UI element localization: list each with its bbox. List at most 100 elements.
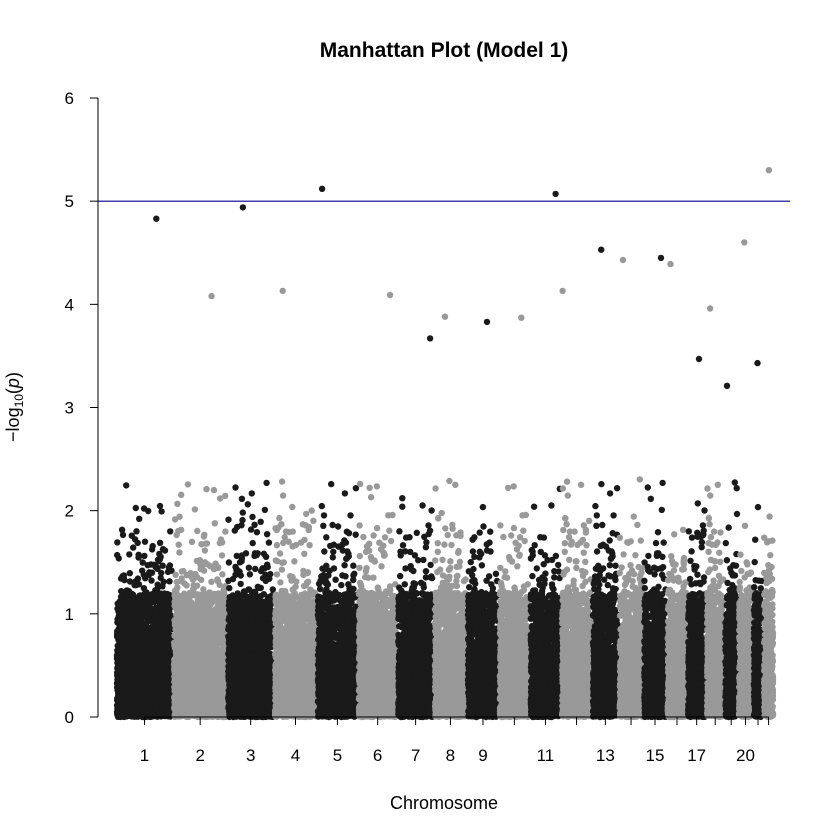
- snp-point: [121, 604, 129, 611]
- snp-point: [123, 685, 131, 692]
- snp-point: [160, 661, 167, 669]
- snp-point: [114, 628, 121, 635]
- snp-point: [152, 653, 159, 661]
- snp-point: [162, 681, 170, 688]
- snp-point: [152, 604, 159, 611]
- snp-point: [136, 597, 143, 604]
- snp-point: [159, 692, 166, 699]
- snp-point: [115, 675, 122, 682]
- snp-point: [192, 682, 199, 690]
- snp-point: [139, 559, 146, 566]
- snp-point: [143, 639, 150, 646]
- snp-point: [219, 571, 226, 578]
- snp-point: [160, 674, 167, 682]
- peak-point-chr-1: [153, 215, 160, 222]
- snp-point: [175, 541, 182, 548]
- snp-point: [176, 513, 183, 520]
- snp-point: [152, 677, 159, 684]
- snp-point: [172, 699, 179, 706]
- snp-point: [194, 667, 202, 674]
- snp-point: [126, 570, 133, 577]
- snp-point: [179, 592, 187, 599]
- snp-point: [188, 538, 196, 545]
- snp-point: [180, 567, 187, 575]
- snp-point: [148, 577, 155, 584]
- snp-point: [219, 599, 226, 606]
- snp-point: [167, 528, 174, 535]
- snp-point: [114, 539, 121, 546]
- snp-point: [154, 647, 161, 654]
- snp-point: [249, 539, 256, 547]
- snp-point: [209, 709, 216, 716]
- chromosome-1-points: [113, 215, 176, 721]
- snp-point: [156, 502, 164, 510]
- snp-point: [195, 673, 202, 681]
- snp-point: [140, 705, 148, 713]
- snp-point: [146, 612, 154, 619]
- snp-point: [265, 539, 273, 546]
- snp-point: [211, 520, 218, 527]
- snp-point: [144, 689, 151, 697]
- snp-point: [239, 509, 246, 516]
- snp-point: [134, 648, 141, 655]
- snp-point: [157, 708, 164, 715]
- snp-point: [242, 550, 250, 557]
- chart-title: Manhattan Plot (Model 1): [320, 39, 569, 62]
- snp-point: [148, 546, 156, 553]
- snp-point: [198, 604, 206, 612]
- snp-point: [188, 642, 195, 649]
- snp-point: [146, 705, 153, 712]
- snp-point: [141, 651, 148, 659]
- snp-point: [156, 539, 164, 546]
- snp-point: [190, 585, 197, 592]
- snp-point: [155, 683, 163, 690]
- snp-point: [196, 661, 203, 668]
- snp-point: [215, 698, 222, 705]
- snp-point: [192, 706, 199, 713]
- snp-point: [174, 500, 181, 507]
- snp-point: [185, 592, 192, 599]
- snp-point: [262, 553, 270, 560]
- snp-point: [129, 672, 137, 679]
- snp-point: [184, 633, 191, 641]
- snp-point: [178, 699, 186, 706]
- snp-point: [208, 578, 215, 585]
- snp-point: [203, 540, 211, 547]
- snp-point: [172, 605, 179, 612]
- snp-point: [160, 668, 167, 675]
- snp-point: [196, 700, 203, 707]
- snp-point: [123, 703, 130, 710]
- snp-point: [124, 633, 131, 640]
- snp-point: [166, 578, 173, 585]
- snp-point: [238, 495, 246, 502]
- snp-point: [141, 590, 148, 597]
- snp-point: [146, 676, 153, 683]
- snp-point: [216, 581, 223, 589]
- snp-point: [204, 598, 211, 606]
- snp-point: [219, 539, 226, 546]
- snp-point: [251, 552, 258, 559]
- snp-point: [183, 597, 190, 605]
- chromosome-3-points: [225, 204, 277, 721]
- snp-point: [217, 708, 224, 715]
- snp-point: [160, 578, 167, 585]
- snp-point: [252, 565, 259, 573]
- snp-point: [132, 504, 139, 512]
- snp-point: [149, 623, 156, 630]
- snp-point: [132, 658, 140, 665]
- snp-point: [145, 507, 152, 515]
- snp-point: [198, 541, 205, 548]
- snp-point: [173, 619, 180, 627]
- snp-point: [124, 594, 132, 601]
- snp-point: [174, 660, 181, 667]
- snp-point: [175, 684, 183, 691]
- snp-point: [192, 606, 199, 613]
- snp-point: [176, 549, 183, 556]
- snp-point: [182, 667, 189, 674]
- snp-point: [126, 578, 134, 585]
- snp-point: [184, 481, 192, 488]
- snp-point: [159, 615, 167, 623]
- data-points: [113, 167, 777, 721]
- snp-point: [130, 544, 137, 551]
